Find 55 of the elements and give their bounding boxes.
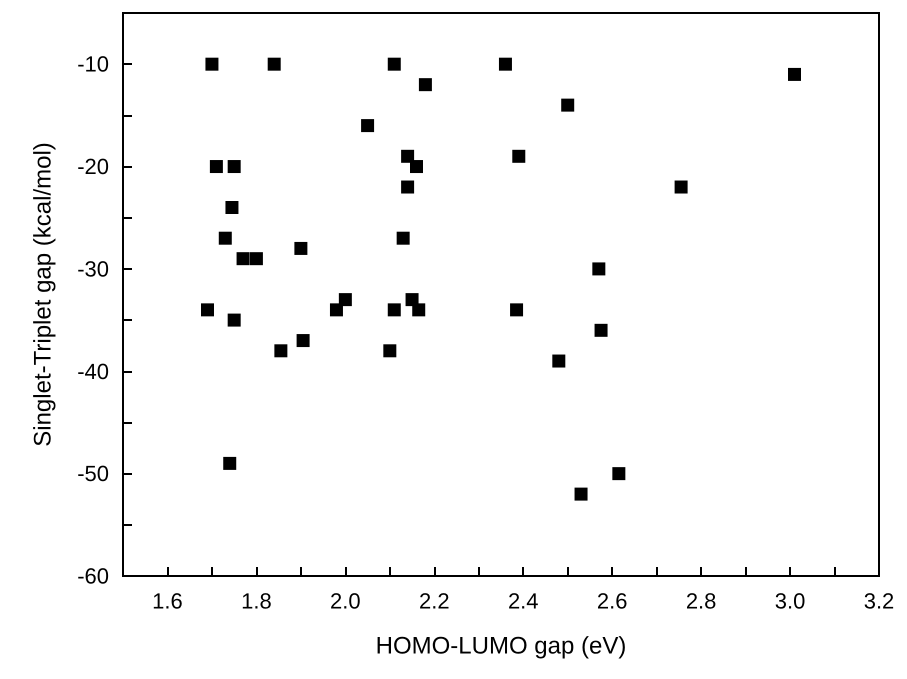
point xyxy=(223,456,236,470)
point xyxy=(674,180,688,194)
x-tick-label: 2.0 xyxy=(330,588,361,614)
x-tick-label: 2.6 xyxy=(596,588,628,614)
point xyxy=(396,232,410,245)
x-tick-label: 1.6 xyxy=(152,588,183,614)
x-tick-label: 2.2 xyxy=(418,588,450,614)
point xyxy=(205,58,218,71)
x-tick-label: 2.8 xyxy=(686,588,716,614)
point xyxy=(406,293,419,306)
point xyxy=(228,160,241,174)
point xyxy=(510,303,524,316)
point xyxy=(236,252,250,266)
point xyxy=(210,160,223,174)
x-tick-label: 3.2 xyxy=(864,588,894,614)
point xyxy=(594,324,608,337)
point xyxy=(383,344,396,358)
y-tick-label: -10 xyxy=(77,52,109,77)
x-tick-label: 1.8 xyxy=(241,588,272,614)
y-tick-label: -60 xyxy=(77,564,109,588)
point xyxy=(268,58,281,71)
point xyxy=(592,262,606,276)
point xyxy=(338,293,352,306)
point xyxy=(228,314,241,327)
point xyxy=(412,303,426,316)
point xyxy=(561,98,574,112)
point xyxy=(200,303,214,316)
point xyxy=(401,180,414,194)
y-tick-label: -50 xyxy=(77,461,109,486)
point xyxy=(401,150,414,163)
point xyxy=(225,200,238,214)
point xyxy=(294,242,308,255)
point xyxy=(274,344,288,358)
point xyxy=(296,334,310,348)
point xyxy=(218,232,232,245)
point xyxy=(388,58,401,71)
y-axis-title: Singlet-Triplet gap (kcal/mol) xyxy=(30,142,56,447)
point xyxy=(512,150,526,163)
point xyxy=(612,467,626,480)
point xyxy=(388,303,401,316)
point xyxy=(418,78,432,92)
x-axis-title: HOMO-LUMO gap (eV) xyxy=(376,632,626,660)
x-tick-label: 2.4 xyxy=(508,588,539,614)
x-tick-label: 3.0 xyxy=(774,588,806,614)
point xyxy=(574,488,588,501)
point xyxy=(788,68,802,81)
point xyxy=(410,160,424,174)
point xyxy=(498,58,512,71)
y-tick-label: -40 xyxy=(77,358,109,384)
point xyxy=(552,354,566,368)
y-tick-label: -30 xyxy=(77,256,109,282)
point xyxy=(361,119,374,132)
point xyxy=(250,252,263,266)
point xyxy=(330,303,343,316)
y-tick-label: -20 xyxy=(77,154,109,180)
